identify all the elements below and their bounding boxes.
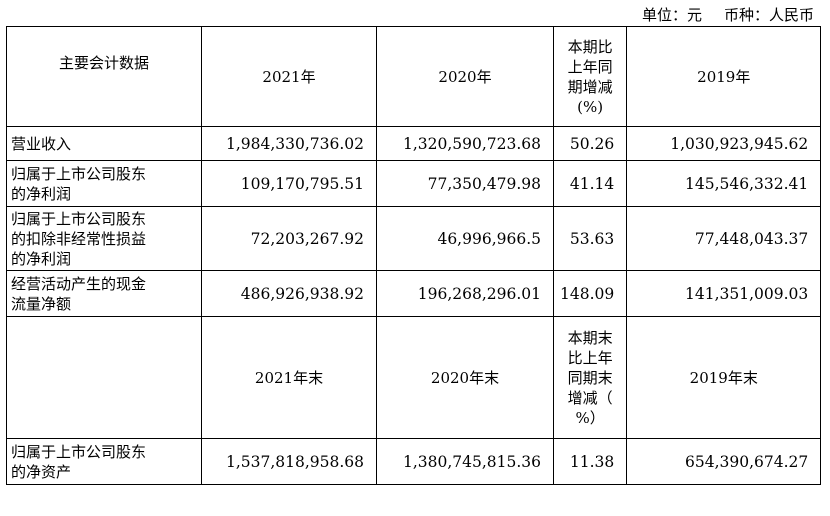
header-change-line: 本期末 [567,328,613,347]
header-row: 2021年末 2020年末 本期末 比上年 同期末 增减（ %） 2019年末 [6,316,822,439]
header-item [6,316,202,439]
row-label: 归属于上市公司股东 的净利润 [6,160,202,207]
header-change-line: (%) [577,97,604,116]
header-change-line: 增减（ [567,388,613,407]
row-label-line: 的净利润 [11,249,72,268]
value-2021: 1,984,330,736.02 [201,126,377,161]
header-2021-end: 2021年末 [201,316,377,439]
row-label-line: 营业收入 [11,134,72,153]
value-change: 41.14 [552,160,628,207]
value-2021: 109,170,795.51 [201,160,377,207]
row-label-line: 流量净额 [11,294,72,313]
unit-note: 单位：元 币种：人民币 [642,4,814,26]
value-change: 11.38 [552,438,628,485]
header-change-line: 同期末 [567,368,613,387]
value-2019: 1,030,923,945.62 [626,126,822,161]
header-change-line: 期增减 [567,77,613,96]
row-label-line: 的净利润 [11,184,72,203]
value-change: 53.63 [552,206,628,271]
table-row: 归属于上市公司股东 的净利润 109,170,795.51 77,350,479… [6,160,822,207]
value-2019: 77,448,043.37 [626,206,822,271]
row-label-line: 归属于上市公司股东 [11,209,147,228]
table-row: 归属于上市公司股东 的净资产 1,537,818,958.68 1,380,74… [6,438,822,485]
header-2021: 2021年 [201,26,377,127]
header-change-line: %） [575,408,605,427]
value-2020: 196,268,296.01 [376,270,554,317]
value-2021: 72,203,267.92 [201,206,377,271]
row-label-line: 经营活动产生的现金 [11,274,147,293]
row-label: 归属于上市公司股东 的扣除非经常性损益 的净利润 [6,206,202,271]
value-2021: 486,926,938.92 [201,270,377,317]
header-change-line: 比上年 [567,348,613,367]
header-change-line: 本期比 [567,37,613,56]
value-change: 50.26 [552,126,628,161]
row-label-line: 归属于上市公司股东 [11,442,147,461]
unit-label: 单位：元 [641,6,702,24]
value-2019-end: 654,390,674.27 [626,438,822,485]
value-change: 148.09 [552,270,628,317]
value-2019: 141,351,009.03 [626,270,822,317]
row-label-line: 的扣除非经常性损益 [11,229,147,248]
header-2020: 2020年 [376,26,554,127]
table-row: 归属于上市公司股东 的扣除非经常性损益 的净利润 72,203,267.92 4… [6,206,822,271]
value-2021-end: 1,537,818,958.68 [201,438,377,485]
value-2020: 46,996,966.5 [376,206,554,271]
value-2020: 1,320,590,723.68 [376,126,554,161]
row-label: 经营活动产生的现金 流量净额 [6,270,202,317]
row-label-line: 归属于上市公司股东 [11,164,147,183]
table-row: 经营活动产生的现金 流量净额 486,926,938.92 196,268,29… [6,270,822,317]
currency-label: 币种：人民币 [723,6,814,24]
header-change: 本期比 上年同 期增减 (%) [552,26,628,127]
value-2019: 145,546,332.41 [626,160,822,207]
header-item: 主要会计数据 [6,26,202,127]
row-label-line: 的净资产 [11,462,72,481]
header-change-line: 上年同 [567,57,613,76]
header-row: 主要会计数据 2021年 2020年 本期比 上年同 期增减 (%) 2019年 [6,26,822,127]
table-row: 营业收入 1,984,330,736.02 1,320,590,723.68 5… [6,126,822,161]
header-change-end: 本期末 比上年 同期末 增减（ %） [552,316,628,439]
header-2019-end: 2019年末 [626,316,822,439]
row-label: 营业收入 [6,126,202,161]
header-2020-end: 2020年末 [376,316,554,439]
row-label: 归属于上市公司股东 的净资产 [6,438,202,485]
value-2020: 77,350,479.98 [376,160,554,207]
value-2020-end: 1,380,745,815.36 [376,438,554,485]
header-2019: 2019年 [626,26,822,127]
financial-data-table: 主要会计数据 2021年 2020年 本期比 上年同 期增减 (%) 2019年… [6,26,822,485]
